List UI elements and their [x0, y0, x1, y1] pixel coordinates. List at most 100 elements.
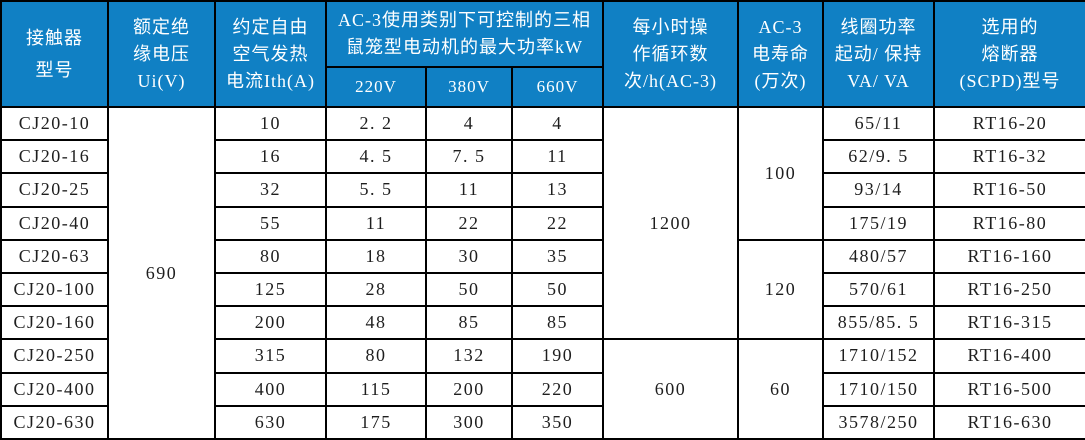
cell-fuse: RT16-400 [933, 338, 1085, 374]
cell-model: CJ20-400 [0, 371, 109, 407]
cell-fuse: RT16-20 [933, 105, 1085, 142]
cell-p660: 85 [511, 305, 604, 341]
cell-p220: 11 [325, 205, 427, 241]
header-line: 缘电压 [133, 43, 190, 64]
cell-p660: 350 [511, 404, 604, 440]
header-line: 次/h(AC-3) [624, 70, 717, 91]
cell-coil: 1710/152 [822, 338, 935, 374]
cell-p220: 175 [325, 404, 427, 440]
cell-p220: 2. 2 [325, 105, 427, 142]
cell-p220: 5. 5 [325, 172, 427, 208]
table-row: CJ20-100 125 28 50 50 570/61 RT16-250 [0, 271, 1085, 308]
cell-p660: 4 [511, 105, 604, 142]
table-body: CJ20-10 690 10 2. 2 4 4 1200 100 65/11 RT16-20 CJ2… [0, 105, 1085, 440]
cell-p660: 11 [511, 139, 604, 175]
cell-fuse: RT16-315 [933, 305, 1085, 341]
header-line: 作循环数 [632, 43, 709, 64]
header-line: 每小时操 [632, 16, 709, 37]
cell-ith: 315 [214, 338, 327, 374]
header-line: 鼠笼型电动机的最大功率kW [346, 37, 583, 57]
header-line: 熔断器 [981, 43, 1039, 64]
cell-fuse: RT16-250 [933, 271, 1085, 308]
cell-model: CJ20-250 [0, 338, 109, 374]
cell-fuse: RT16-160 [933, 238, 1085, 274]
header-220v: 220V [325, 66, 427, 108]
cell-coil: 3578/250 [822, 404, 935, 440]
cell-p660: 220 [511, 371, 604, 407]
cell-ith: 400 [214, 371, 327, 407]
cell-fuse: RT16-630 [933, 404, 1085, 440]
cell-coil: 1710/150 [822, 371, 935, 407]
cell-ith: 32 [214, 172, 327, 208]
table-row: CJ20-400 400 115 200 220 1710/150 RT16-500 [0, 371, 1085, 407]
table-row: CJ20-16 16 4. 5 7. 5 11 62/9. 5 RT16-32 [0, 139, 1085, 175]
table-row: CJ20-25 32 5. 5 11 13 93/14 RT16-50 [0, 172, 1085, 208]
header-line: VA/ VA [847, 70, 910, 91]
cell-p660: 190 [511, 338, 604, 374]
cell-ith: 80 [214, 238, 327, 274]
header-max-power-group: AC-3使用类别下可控制的三相 鼠笼型电动机的最大功率kW [325, 0, 604, 68]
header-fuse-model: 选用的 熔断器 (SCPD)型号 [933, 0, 1085, 108]
cell-ith: 16 [214, 139, 327, 175]
cell-p380: 30 [425, 238, 513, 274]
cell-ui: 690 [107, 106, 216, 440]
table-row: CJ20-10 690 10 2. 2 4 4 1200 100 65/11 RT16-20 [0, 105, 1085, 440]
cell-ith: 200 [214, 305, 327, 341]
header-380v: 380V [425, 66, 513, 108]
header-line: 电流Ith(A) [226, 70, 315, 91]
table-row: CJ20-160 200 48 85 85 855/85. 5 RT16-315 [0, 305, 1085, 341]
cell-fuse: RT16-500 [933, 371, 1085, 407]
cell-p380: 7. 5 [425, 139, 513, 175]
header-line: AC-3 [758, 16, 803, 37]
header-660v: 660V [511, 66, 604, 108]
header-line: 额定绝 [133, 16, 190, 37]
cell-model: CJ20-10 [0, 105, 109, 142]
header-thermal-current: 约定自由 空气发热 电流Ith(A) [214, 0, 327, 108]
cell-p380: 300 [425, 404, 513, 440]
cell-p380: 132 [425, 338, 513, 374]
header-electrical-life: AC-3 电寿命 (万次) [737, 0, 824, 108]
header-line: 型号 [35, 60, 74, 80]
cell-p220: 4. 5 [325, 139, 427, 175]
cell-cycles: 1200 [602, 105, 739, 341]
header-insulation-voltage: 额定绝 缘电压 Ui(V) [107, 0, 216, 108]
cell-model: CJ20-25 [0, 172, 109, 208]
cell-model: CJ20-630 [0, 404, 109, 440]
cell-p220: 18 [325, 238, 427, 274]
cell-p660: 22 [511, 205, 604, 241]
cell-p380: 50 [425, 271, 513, 308]
cell-p380: 4 [425, 105, 513, 142]
cell-model: CJ20-16 [0, 139, 109, 175]
header-line: 接触器 [26, 27, 83, 48]
cell-p220: 80 [325, 338, 427, 374]
cell-coil: 570/61 [822, 271, 935, 308]
cell-cycles: 600 [602, 338, 739, 440]
cell-p380: 11 [425, 172, 513, 208]
cell-fuse: RT16-80 [933, 205, 1085, 241]
cell-model: CJ20-40 [0, 205, 109, 241]
table-header: 接触器 型号 额定绝 缘电压 Ui(V) 约定自由 空气发热 电流Ith(A) … [0, 0, 1085, 108]
header-line: Ui(V) [137, 70, 186, 91]
cell-p220: 115 [325, 371, 427, 407]
cell-p220: 48 [325, 305, 427, 341]
header-line: 线圈功率 [840, 16, 917, 37]
header-coil-power: 线圈功率 起动/ 保持 VA/ VA [822, 0, 935, 108]
header-line: AC-3使用类别下可控制的三相 [338, 10, 591, 30]
cell-coil: 65/11 [822, 105, 935, 142]
cell-coil: 175/19 [822, 205, 935, 241]
cell-coil: 855/85. 5 [822, 305, 935, 341]
header-line: (万次) [754, 70, 807, 91]
table-row: CJ20-630 630 175 300 350 3578/250 RT16-630 [0, 404, 1085, 440]
header-line: 起动/ 保持 [834, 43, 923, 64]
cell-coil: 480/57 [822, 238, 935, 274]
header-cycles-per-hour: 每小时操 作循环数 次/h(AC-3) [602, 0, 739, 108]
header-contactor-model: 接触器 型号 [0, 0, 109, 108]
table-row: CJ20-40 55 11 22 22 175/19 RT16-80 [0, 205, 1085, 241]
cell-p380: 85 [425, 305, 513, 341]
cell-ith: 55 [214, 205, 327, 241]
cell-model: CJ20-160 [0, 305, 109, 341]
header-line: 电寿命 [752, 43, 809, 64]
header-line: 选用的 [981, 16, 1039, 37]
cell-coil: 62/9. 5 [822, 139, 935, 175]
